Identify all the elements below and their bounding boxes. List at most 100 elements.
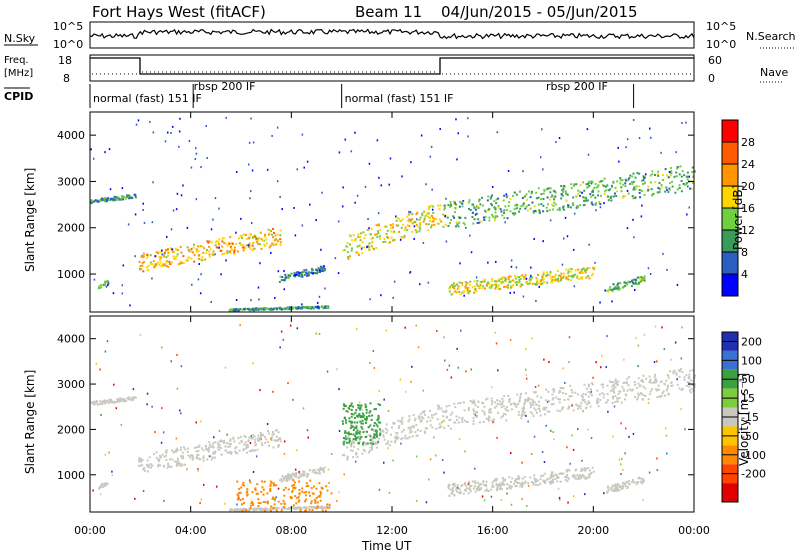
power-echo: [380, 184, 383, 187]
power-echo: [496, 131, 499, 134]
velocity-echo: [588, 469, 591, 472]
power-echo: [415, 231, 418, 234]
colorbar-cell: [722, 142, 738, 164]
power-echo: [121, 195, 124, 198]
cpid-segment-label: rbsp 200 IF: [546, 80, 608, 93]
power-echo: [511, 194, 514, 197]
power-echo: [606, 195, 609, 198]
velocity-echo: [197, 469, 199, 472]
velocity-echo: [572, 448, 575, 451]
power-echo: [316, 271, 319, 274]
power-echo: [389, 224, 392, 227]
velocity-echo: [517, 475, 520, 478]
power-echo: [543, 188, 546, 191]
velocity-echo: [621, 458, 623, 461]
x-tick-label: 04:00: [175, 524, 207, 537]
power-echo: [490, 204, 493, 207]
power-echo: [419, 227, 422, 230]
velocity-echo: [641, 378, 644, 381]
power-echo: [282, 279, 285, 282]
velocity-echo: [161, 453, 164, 456]
power-echo: [603, 177, 606, 180]
power-echo: [230, 248, 233, 251]
power-echo: [557, 277, 560, 280]
velocity-echo: [248, 450, 251, 453]
power-echo: [579, 276, 582, 279]
velocity-echo: [502, 405, 505, 408]
velocity-echo: [491, 419, 494, 422]
power-echo: [235, 299, 238, 302]
power-echo: [171, 250, 174, 253]
power-echo: [260, 307, 263, 310]
power-echo: [475, 205, 478, 208]
power-echo: [209, 248, 212, 251]
velocity-echo: [570, 389, 573, 392]
velocity-echo: [296, 506, 299, 509]
velocity-echo: [642, 499, 644, 502]
velocity-echo: [548, 481, 551, 484]
velocity-echo: [491, 400, 494, 403]
power-echo: [271, 134, 273, 137]
velocity-echo: [526, 504, 528, 507]
power-echo: [572, 248, 575, 251]
velocity-echo: [532, 404, 535, 407]
velocity-echo: [550, 476, 553, 479]
power-echo: [237, 309, 240, 312]
power-echo: [514, 280, 517, 283]
velocity-echo: [607, 485, 610, 488]
velocity-echo: [246, 493, 249, 496]
power-echo: [591, 201, 593, 204]
power-echo: [581, 276, 584, 279]
velocity-echo: [262, 493, 265, 496]
velocity-echo: [100, 403, 103, 406]
power-echo: [457, 132, 459, 135]
velocity-echo: [362, 441, 365, 444]
power-echo: [396, 224, 399, 227]
power-echo: [591, 180, 594, 183]
power-echo: [258, 298, 260, 301]
power-echo: [468, 286, 471, 289]
power-echo: [384, 240, 387, 243]
power-echo: [546, 281, 549, 284]
velocity-echo: [249, 504, 252, 507]
power-echo: [675, 171, 678, 174]
power-echo: [571, 202, 574, 205]
power-echo: [666, 174, 669, 177]
velocity-echo: [212, 441, 215, 444]
power-echo: [371, 247, 374, 250]
velocity-echo: [209, 455, 212, 458]
power-echo: [113, 198, 116, 201]
velocity-echo: [559, 480, 562, 483]
power-echo: [565, 192, 568, 195]
velocity-echo: [621, 385, 624, 388]
velocity-echo: [476, 485, 479, 488]
velocity-echo: [394, 436, 397, 439]
velocity-echo: [531, 481, 534, 484]
velocity-echo: [223, 440, 226, 443]
power-echo: [223, 242, 226, 245]
power-echo: [633, 236, 635, 239]
velocity-echo: [245, 447, 248, 450]
power-echo: [235, 308, 238, 311]
power-echo: [462, 199, 465, 202]
power-echo: [479, 281, 482, 284]
power-echo: [671, 185, 674, 188]
power-echo: [411, 213, 414, 216]
velocity-echo: [567, 468, 570, 471]
velocity-echo: [292, 479, 295, 482]
velocity-echo: [191, 458, 194, 461]
power-echo: [589, 193, 592, 196]
velocity-echo: [207, 450, 210, 453]
velocity-echo: [294, 495, 297, 498]
velocity-echo: [210, 458, 213, 461]
velocity-echo: [680, 357, 683, 360]
power-echo: [301, 275, 304, 278]
velocity-echo: [350, 402, 353, 405]
velocity-echo: [508, 484, 511, 487]
power-echo: [206, 156, 208, 159]
velocity-echo: [106, 340, 109, 343]
velocity-echo: [355, 328, 358, 331]
power-echo: [347, 257, 350, 260]
velocity-echo: [252, 503, 255, 506]
velocity-echo: [234, 451, 237, 454]
